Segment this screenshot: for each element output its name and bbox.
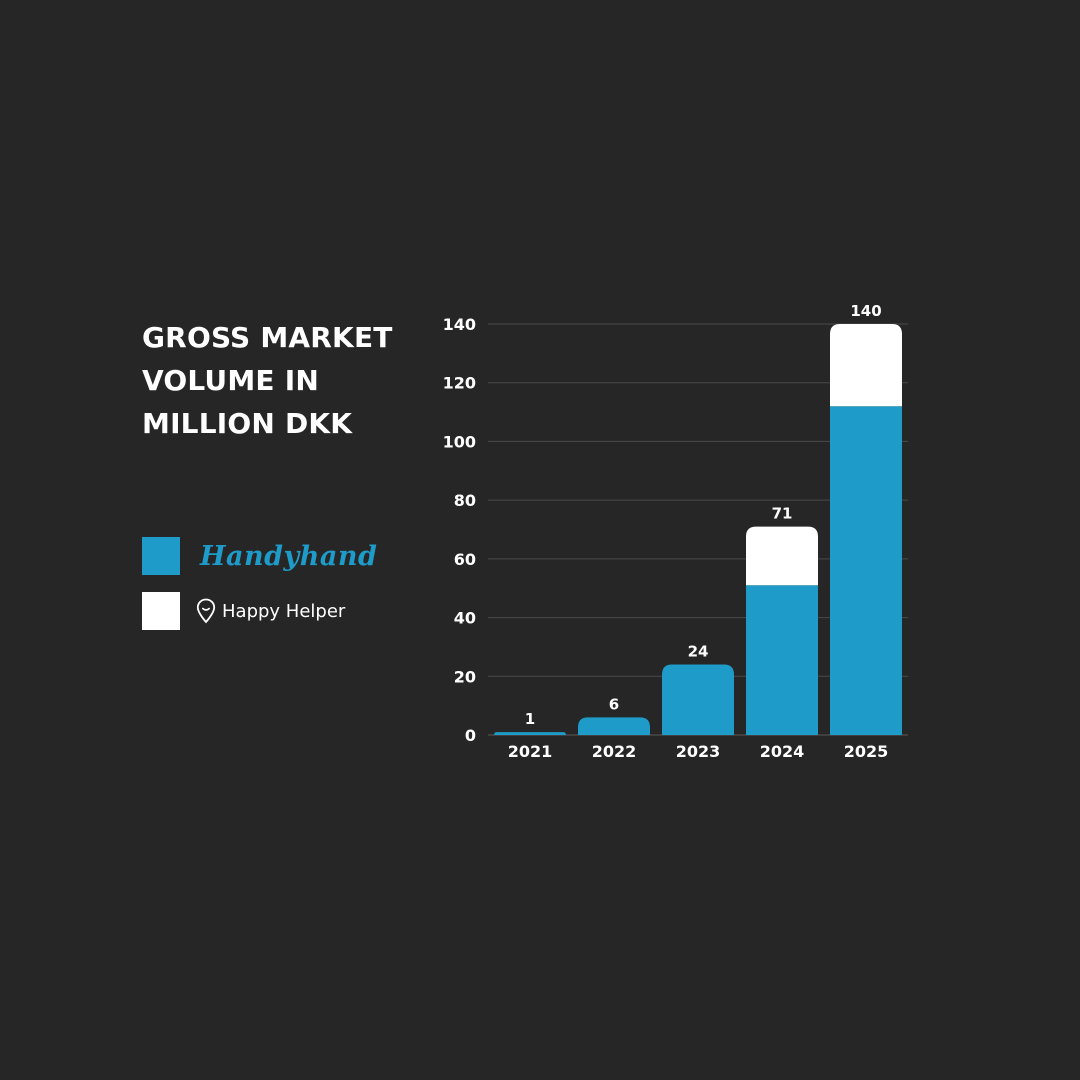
y-tick-label: 100 xyxy=(443,432,476,451)
x-axis: 2021 2022 2023 2024 2025 xyxy=(508,742,889,761)
chart-legend: Handyhand Happy Helper xyxy=(142,537,377,630)
x-tick-label: 2023 xyxy=(676,742,721,761)
location-pin-icon xyxy=(196,598,216,624)
y-axis: 0 20 40 60 80 100 120 140 xyxy=(443,315,476,745)
y-tick-label: 140 xyxy=(443,315,476,334)
legend-item-happy-helper: Happy Helper xyxy=(142,592,377,630)
data-label: 24 xyxy=(688,643,709,661)
x-tick-label: 2021 xyxy=(508,742,553,761)
legend-swatch-happy-helper xyxy=(142,592,180,630)
legend-label-handyhand: Handyhand xyxy=(200,540,378,572)
bars xyxy=(494,324,902,735)
legend-item-handyhand: Handyhand xyxy=(142,537,377,575)
y-tick-label: 40 xyxy=(454,609,476,628)
bar-2023-handyhand xyxy=(662,664,734,735)
bar-2021-handyhand xyxy=(494,732,566,735)
bar-2024-handyhand xyxy=(746,585,818,735)
legend-label-happy-helper: Happy Helper xyxy=(222,600,346,622)
data-label: 1 xyxy=(525,710,535,728)
bar-2025-happy-helper xyxy=(830,324,902,407)
y-tick-label: 0 xyxy=(465,726,476,745)
legend-swatch-handyhand xyxy=(142,537,180,575)
y-tick-label: 20 xyxy=(454,667,476,686)
y-tick-label: 80 xyxy=(454,491,476,510)
bar-2024-happy-helper xyxy=(746,526,818,586)
data-label: 140 xyxy=(850,302,881,320)
y-tick-label: 60 xyxy=(454,550,476,569)
bar-2022-handyhand xyxy=(578,717,650,735)
x-tick-label: 2024 xyxy=(760,742,805,761)
x-tick-label: 2025 xyxy=(844,742,889,761)
chart-title: GROSS MARKET VOLUME IN MILLION DKK xyxy=(142,321,393,440)
data-label: 6 xyxy=(609,695,619,713)
data-label: 71 xyxy=(772,505,793,523)
data-labels: 1 6 24 71 140 xyxy=(525,302,882,728)
y-tick-label: 120 xyxy=(443,374,476,393)
bar-2025-handyhand xyxy=(830,406,902,735)
x-tick-label: 2022 xyxy=(592,742,637,761)
